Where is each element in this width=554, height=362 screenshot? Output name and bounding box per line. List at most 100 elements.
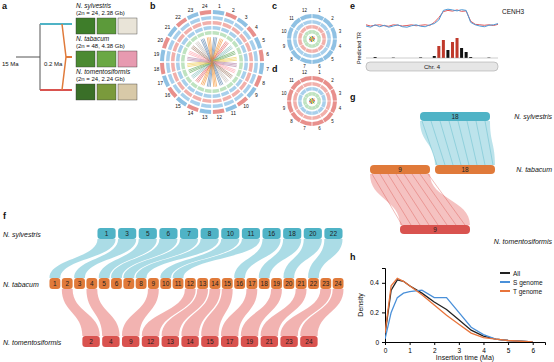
track-ring (213, 26, 221, 30)
plant-photo (118, 84, 137, 100)
track-ring (226, 35, 233, 42)
chord (311, 98, 313, 104)
tree-branch (40, 24, 41, 90)
chromosome (139, 228, 157, 239)
track-ring (197, 86, 204, 92)
chromosome-label: 11 (289, 78, 294, 83)
ideogram (312, 57, 324, 64)
legend-label: T genome (513, 288, 543, 296)
y-axis: 00.20.4 (370, 269, 386, 346)
synteny-link (431, 121, 445, 165)
synteny-link (467, 121, 477, 165)
track-ring (232, 76, 239, 83)
species-info: (2n = 24, 2.24 Gb) (76, 76, 125, 82)
track-ring (201, 103, 211, 108)
track-ring (177, 71, 183, 79)
chromosome-number: 22 (310, 280, 318, 287)
track-ring (212, 89, 219, 93)
track-ring (197, 32, 204, 38)
track-ring (195, 27, 203, 33)
synteny-link (485, 121, 493, 165)
y-tick: 0.4 (370, 279, 385, 286)
chromosome (222, 278, 233, 289)
track-ring (326, 101, 331, 110)
ideogram (330, 101, 337, 113)
synteny-link (449, 121, 461, 165)
chromosome (300, 336, 317, 347)
tick-mark (533, 342, 534, 345)
synteny-ribbon (300, 289, 343, 336)
chromosome (62, 278, 73, 289)
chord (311, 36, 313, 42)
chromosome-label: Chr. 4 (424, 64, 441, 70)
chromosome-number: 20 (309, 230, 317, 237)
chromosome-label: 5 (331, 119, 334, 124)
track-ring (220, 32, 227, 38)
chromosome (241, 336, 258, 347)
chromosome-label: 10 (243, 103, 249, 109)
track-ring (176, 53, 180, 61)
chromosome-label: 2 (331, 16, 334, 21)
legend-swatch (500, 281, 510, 283)
chromosome-number: 23 (285, 338, 293, 345)
series-line (385, 280, 533, 342)
species-name: N. sylvestris (76, 2, 112, 10)
chromosome-number: 10 (227, 230, 235, 237)
track-label: CENH3 (502, 8, 524, 15)
chromosome-number: 16 (268, 230, 276, 237)
track-ring (303, 82, 312, 87)
tick-mark (434, 342, 435, 345)
chromosome (111, 278, 122, 289)
track-ring (298, 94, 303, 101)
track-ring (293, 92, 298, 101)
chromosome-label: 24 (202, 3, 208, 9)
track-label: Predicted TR (356, 32, 362, 64)
ideogram (259, 49, 264, 61)
tick-label: 0 (375, 339, 379, 346)
track-ring (253, 63, 258, 73)
chromosome-number: 11 (248, 230, 255, 237)
chromosome-number: 18 (261, 280, 269, 287)
chromosome-label: 4 (339, 44, 342, 49)
track-ring (171, 52, 176, 61)
chromosome-number: 17 (226, 338, 234, 345)
synteny-link (458, 121, 469, 165)
track-ring (312, 110, 319, 115)
chromosome (122, 336, 139, 347)
track-ring (321, 101, 326, 108)
x-tick: 1 (408, 342, 412, 354)
chromosome-label: 6 (266, 51, 269, 57)
chromosome-number: 12 (147, 338, 155, 345)
track-ring (317, 97, 321, 101)
tick-mark (459, 342, 460, 345)
tr-bar (446, 50, 449, 58)
panel-label: c (272, 1, 277, 11)
track-ring (312, 20, 321, 25)
ideogram (287, 101, 294, 113)
circos: 123456789101112 (281, 8, 341, 69)
tr-bar (451, 42, 454, 58)
chord (310, 99, 314, 103)
chromosome (49, 278, 60, 289)
chromosome-number: 8 (208, 230, 212, 237)
track-ring (321, 32, 326, 39)
axis-line (382, 269, 386, 343)
track-ring (326, 30, 331, 39)
track-ring (326, 39, 331, 48)
chromosome-label: 6 (318, 126, 321, 131)
chromosome (283, 228, 301, 239)
track-ring (177, 45, 183, 53)
chromosome-number: 5 (102, 280, 106, 287)
synteny-link (420, 174, 456, 225)
chromosome-number: 13 (199, 280, 207, 287)
chromosome-label: 5 (262, 37, 265, 43)
chromosome-label: 17 (157, 80, 163, 86)
panel-label: h (350, 252, 356, 262)
ideogram (199, 10, 211, 15)
chromosome-label: 6 (318, 64, 321, 69)
plant-photo (97, 18, 116, 34)
tick-label: 4 (482, 347, 486, 354)
synteny-ribbon (160, 239, 239, 278)
track-ring (190, 35, 197, 42)
synteny-link (476, 121, 485, 165)
